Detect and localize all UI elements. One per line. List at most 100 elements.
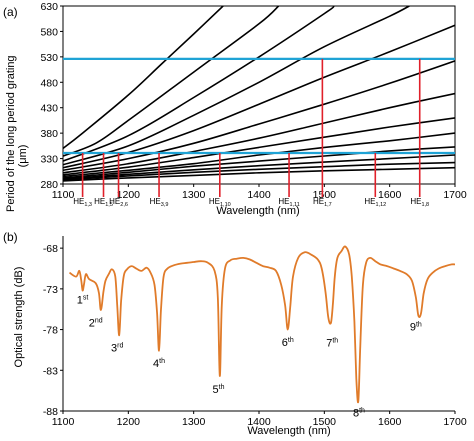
panel-a-mode-name: HE: [410, 197, 421, 206]
panel-a-mode-sub: 1,10: [220, 202, 231, 208]
panel-a-curve: [63, 6, 335, 162]
panel-b-xtick-label: 1700: [443, 416, 467, 428]
panel-b-order-number: 5: [213, 384, 219, 396]
panel-a-mode-label: HE2,6: [109, 197, 128, 208]
panel-a-ytick-label: 330: [40, 154, 58, 166]
panel-b-order-suffix: th: [159, 358, 165, 365]
panel-a-mode-sub: 1,7: [324, 202, 332, 208]
panel-a-mode-sub: 1,3: [84, 202, 92, 208]
panel-a-xtick-label: 1600: [378, 189, 402, 201]
panel-b-order-number: 7: [326, 338, 332, 350]
panel-b-xtick-label: 1100: [52, 416, 75, 428]
panel-b-order-suffix: th: [332, 338, 338, 345]
panel-a-xtick-label: 1700: [443, 189, 467, 201]
panel-a-mode-sub: 1,5: [105, 202, 113, 208]
panel-b-order-label: 3rd: [111, 343, 123, 355]
panel-a-xtick-label: 1100: [52, 189, 75, 201]
panel-b-order-suffix: nd: [95, 317, 103, 324]
panel-a-mode-label: HE1,7: [313, 197, 332, 208]
panel-a-mode-name: HE: [73, 197, 84, 206]
panel-b-xtick-label: 1400: [247, 416, 271, 428]
panel-a-mode-sub: 2,6: [120, 202, 128, 208]
panel-a-mode-label: HE1,10: [209, 197, 231, 208]
panel-a-curve: [63, 146, 455, 179]
panel-b-ytick-label: -88: [43, 406, 58, 418]
panel-a-ylabel-line2: (μm): [17, 145, 29, 168]
panel-a-ytick-label: 430: [40, 103, 58, 115]
panel-a-mode-sub: 3,9: [161, 202, 169, 208]
panel-b-order-label: 5th: [213, 384, 225, 396]
panel-a-curve: [63, 6, 224, 150]
panel-a-curve: [63, 60, 455, 172]
panel-b-order-number: 3: [111, 343, 117, 355]
panel-a-mode-name: HE: [150, 197, 161, 206]
panel-b-ytick-label: -83: [43, 365, 58, 377]
panel-b-order-label: 9th: [410, 321, 422, 333]
panel-b-xtick-label: 1200: [117, 416, 141, 428]
panel-a-mode-label: HE3,9: [150, 197, 169, 208]
panel-b-order-label: 2nd: [89, 317, 103, 329]
panel-b-order-number: 9: [410, 321, 416, 333]
panel-a-mode-label: HE1,12: [364, 197, 386, 208]
panel-b-xtick-label: 1600: [378, 416, 402, 428]
panel-a-mode-label: HE1,5: [94, 197, 113, 208]
panel-a-curve: [63, 24, 455, 169]
panel-a-curve: [63, 154, 455, 180]
panel-a-mode-label: HE1,3: [73, 197, 92, 208]
panel-b-xtick-label: 1500: [313, 416, 337, 428]
panel-a-curve: [63, 6, 280, 157]
panel-a-mode-sub: 1,11: [289, 202, 299, 208]
panel-a-mode-name: HE: [94, 197, 105, 206]
panel-a-label: (a): [3, 5, 18, 19]
panel-b-label: (b): [3, 230, 18, 244]
panel-b-order-label: 6th: [282, 337, 294, 349]
panel-b-ylabel: Optical strength (dB): [13, 267, 25, 368]
panel-a-ytick-label: 530: [40, 52, 58, 64]
panel-b-order-suffix: th: [219, 384, 225, 391]
panel-b-order-number: 1: [77, 295, 83, 307]
panel-b: (b) Optical strength (dB) Wavelength (nm…: [3, 230, 467, 437]
panel-b-order-number: 6: [282, 337, 288, 349]
panel-a-xtick-label: 1300: [182, 189, 206, 201]
panel-a-ytick-label: 380: [40, 128, 58, 140]
panel-b-order-suffix: th: [416, 321, 422, 328]
panel-a-ylabel-line1: Period of the long period grating: [5, 55, 17, 212]
panel-a-curve: [63, 92, 455, 174]
panel-a-frame: [62, 5, 456, 185]
panel-b-order-suffix: th: [359, 408, 365, 415]
panel-a-mode-label: HE1,11: [278, 197, 299, 208]
panel-b-ytick-label: -73: [43, 284, 58, 296]
panel-a-xtick-label: 1400: [247, 189, 271, 201]
panel-b-order-number: 8: [353, 408, 359, 420]
panel-a-ytick-label: 280: [40, 179, 58, 191]
panel-a-mode-sub: 1,12: [375, 202, 386, 208]
panel-a-mode-name: HE: [209, 197, 220, 206]
panel-a-curve: [63, 6, 410, 166]
panel-b-order-suffix: th: [288, 337, 294, 344]
panel-a-curve: [63, 117, 455, 176]
panel-a-xlabel: Wavelength (nm): [216, 205, 299, 217]
panel-a-curve: [63, 161, 455, 181]
panel-a-xtick-label: 1200: [117, 189, 141, 201]
panel-b-order-number: 2: [89, 317, 95, 329]
panel-a-curve: [63, 132, 455, 178]
panel-a-ytick-label: 630: [40, 1, 58, 13]
panel-a: (a) Period of the long period grating (μ…: [3, 1, 467, 217]
panel-b-spectrum: [68, 245, 456, 404]
panel-b-ytick-label: -68: [43, 243, 58, 255]
panel-b-order-suffix: rd: [117, 343, 123, 350]
panel-b-ytick-label: -78: [43, 325, 58, 337]
panel-a-mode-sub: 1,8: [421, 202, 429, 208]
panel-b-xtick-label: 1300: [182, 416, 206, 428]
panel-a-xtick-label: 1500: [313, 189, 337, 201]
panel-a-ytick-label: 580: [40, 26, 58, 38]
panel-b-order-label: 1st: [77, 295, 89, 307]
panel-b-order-label: 7th: [326, 338, 338, 350]
panel-a-mode-name: HE: [313, 197, 324, 206]
panel-a-mode-name: HE: [278, 197, 289, 206]
panel-b-order-suffix: st: [83, 295, 89, 302]
panel-a-ytick-label: 480: [40, 77, 58, 89]
panel-b-order-label: 4th: [153, 358, 165, 370]
panel-a-mode-name: HE: [109, 197, 120, 206]
